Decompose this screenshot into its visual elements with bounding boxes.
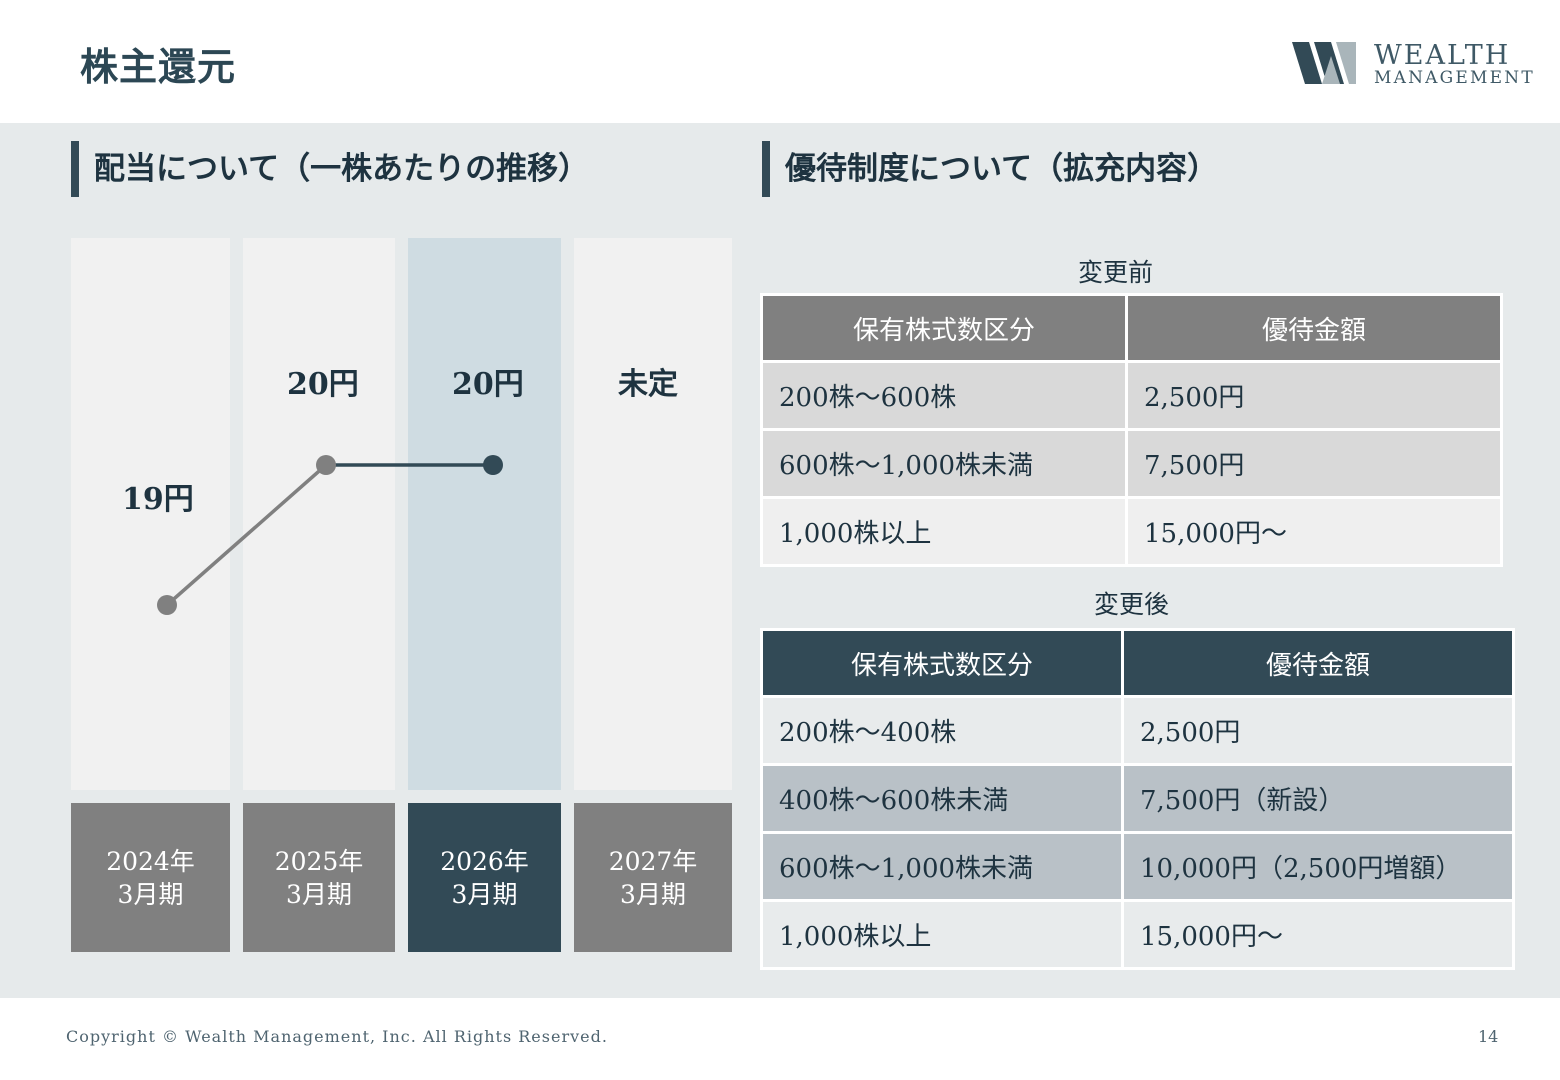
period-2027: 2027年 3月期 bbox=[574, 803, 732, 952]
period-term: 3月期 bbox=[451, 879, 518, 909]
chart-column-2026 bbox=[408, 238, 561, 790]
data-label-2024: 19円 bbox=[122, 482, 194, 517]
before-table: 保有株式数区分 優待金額 200株～600株 2,500円 600株～1,000… bbox=[760, 293, 1503, 567]
dividend-section-title: 配当について（一株あたりの推移） bbox=[71, 141, 589, 197]
amount-cell: 2,500円 bbox=[1121, 695, 1515, 766]
data-label-2025: 20円 bbox=[287, 367, 359, 402]
column-header-amount: 優待金額 bbox=[1125, 293, 1503, 363]
logo-mark-icon bbox=[1292, 42, 1356, 84]
period-term: 3月期 bbox=[117, 879, 184, 909]
data-label-2026: 20円 bbox=[452, 367, 524, 402]
chart-column-2027 bbox=[574, 238, 732, 790]
column-header-shares: 保有株式数区分 bbox=[760, 628, 1124, 698]
table-header-row: 保有株式数区分 優待金額 bbox=[760, 293, 1503, 363]
period-term: 3月期 bbox=[286, 879, 352, 909]
page-title: 株主還元 bbox=[80, 44, 237, 89]
table-row: 400株～600株未満 7,500円（新設） bbox=[760, 763, 1515, 834]
after-table: 保有株式数区分 優待金額 200株～400株 2,500円 400株～600株未… bbox=[760, 628, 1515, 970]
amount-cell: 15,000円～ bbox=[1125, 496, 1503, 567]
data-label-2027: 未定 bbox=[618, 367, 678, 402]
table-row: 600株～1,000株未満 7,500円 bbox=[760, 428, 1503, 499]
amount-cell: 7,500円（新設） bbox=[1121, 763, 1515, 834]
column-header-shares: 保有株式数区分 bbox=[760, 293, 1128, 363]
page-number: 14 bbox=[1478, 1027, 1499, 1046]
shares-cell: 1,000株以上 bbox=[760, 496, 1128, 567]
period-year: 2024年 bbox=[106, 846, 195, 876]
amount-cell: 15,000円～ bbox=[1121, 899, 1515, 970]
benefit-section-title: 優待制度について（拡充内容） bbox=[762, 141, 1218, 197]
period-2024: 2024年 3月期 bbox=[71, 803, 230, 952]
period-2025: 2025年 3月期 bbox=[243, 803, 395, 952]
shares-cell: 600株～1,000株未満 bbox=[760, 428, 1128, 499]
shares-cell: 1,000株以上 bbox=[760, 899, 1124, 970]
amount-cell: 2,500円 bbox=[1125, 360, 1503, 431]
table-row: 1,000株以上 15,000円～ bbox=[760, 899, 1515, 970]
after-caption: 変更後 bbox=[1094, 590, 1170, 619]
chart-column-2025 bbox=[243, 238, 395, 790]
period-2026: 2026年 3月期 bbox=[408, 803, 561, 952]
column-header-amount: 優待金額 bbox=[1121, 628, 1515, 698]
period-year: 2026年 bbox=[440, 846, 529, 876]
table-row: 200株～600株 2,500円 bbox=[760, 360, 1503, 431]
shares-cell: 200株～400株 bbox=[760, 695, 1124, 766]
table-row: 200株～400株 2,500円 bbox=[760, 695, 1515, 766]
shares-cell: 600株～1,000株未満 bbox=[760, 831, 1124, 902]
period-year: 2027年 bbox=[608, 846, 698, 876]
period-term: 3月期 bbox=[620, 879, 686, 909]
shares-cell: 400株～600株未満 bbox=[760, 763, 1124, 834]
table-row: 600株～1,000株未満 10,000円（2,500円増額） bbox=[760, 831, 1515, 902]
table-row: 1,000株以上 15,000円～ bbox=[760, 496, 1503, 567]
period-year: 2025年 bbox=[274, 846, 364, 876]
amount-cell: 10,000円（2,500円増額） bbox=[1121, 831, 1515, 902]
company-logo: WEALTH MANAGEMENT bbox=[1292, 40, 1533, 90]
before-caption: 変更前 bbox=[1078, 258, 1154, 287]
logo-text-line2: MANAGEMENT bbox=[1374, 68, 1535, 88]
amount-cell: 7,500円 bbox=[1125, 428, 1503, 499]
shares-cell: 200株～600株 bbox=[760, 360, 1128, 431]
footer-copyright: Copyright © Wealth Management, Inc. All … bbox=[66, 1027, 608, 1046]
table-header-row: 保有株式数区分 優待金額 bbox=[760, 628, 1515, 698]
logo-text-line1: WEALTH bbox=[1374, 40, 1511, 71]
